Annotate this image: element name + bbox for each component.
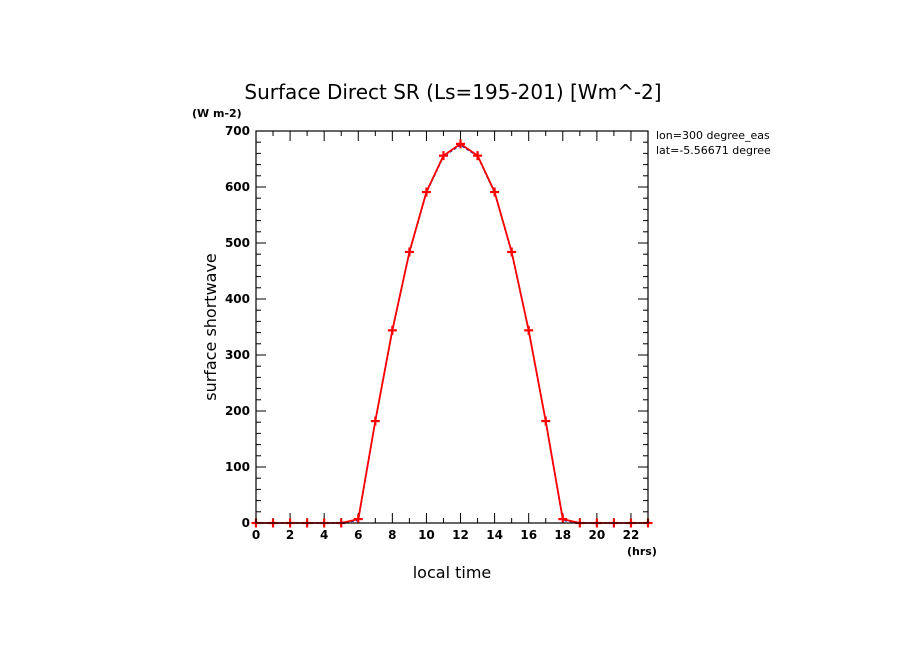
annotation-lat: lat=-5.56671 degree <box>656 144 771 157</box>
x-axis-label: local time <box>413 563 492 582</box>
axis-ticks <box>255 130 649 524</box>
x-tick-label: 8 <box>388 528 396 542</box>
x-tick-label: 12 <box>452 528 469 542</box>
y-tick-label: 200 <box>225 404 250 418</box>
y-unit-label: (W m-2) <box>192 107 242 120</box>
data-point <box>507 247 517 257</box>
x-tick-label: 14 <box>486 528 503 542</box>
x-tick-label: 18 <box>554 528 571 542</box>
x-tick-label: 20 <box>589 528 606 542</box>
y-tick-label: 300 <box>225 348 250 362</box>
data-point <box>490 187 500 197</box>
data-point <box>438 151 448 161</box>
series-line-0 <box>256 144 648 524</box>
data-point <box>524 325 534 335</box>
data-point <box>558 514 568 524</box>
x-tick-label: 2 <box>286 528 294 542</box>
series-line-1 <box>256 142 648 524</box>
plot-frame <box>255 130 649 524</box>
data-point <box>456 139 466 149</box>
data-point <box>541 416 551 426</box>
data-point <box>473 151 483 161</box>
data-point <box>387 325 397 335</box>
x-tick-label: 22 <box>623 528 640 542</box>
data-point <box>404 247 414 257</box>
series-layer <box>251 139 653 528</box>
data-point <box>353 514 363 524</box>
x-tick-label: 6 <box>354 528 362 542</box>
x-tick-label: 0 <box>252 528 260 542</box>
y-tick-label: 600 <box>225 180 250 194</box>
y-tick-label: 0 <box>242 516 250 530</box>
y-tick-label: 700 <box>225 124 250 138</box>
x-tick-label: 10 <box>418 528 435 542</box>
y-tick-label: 500 <box>225 236 250 250</box>
chart-title: Surface Direct SR (Ls=195-201) [Wm^-2] <box>244 80 661 104</box>
x-tick-label: 16 <box>520 528 537 542</box>
y-tick-label: 100 <box>225 460 250 474</box>
data-point <box>421 187 431 197</box>
tick-labels: 0 2 4 6 8 10 12 14 16 18 20 22 0 100 200 300 400 500 600 70… <box>225 124 639 542</box>
data-point <box>370 416 380 426</box>
y-axis-label: surface shortwave <box>201 253 220 401</box>
x-unit-label: (hrs) <box>627 545 657 558</box>
annotation-lon: lon=300 degree_eas <box>656 129 770 142</box>
y-tick-label: 400 <box>225 292 250 306</box>
x-tick-label: 4 <box>320 528 328 542</box>
